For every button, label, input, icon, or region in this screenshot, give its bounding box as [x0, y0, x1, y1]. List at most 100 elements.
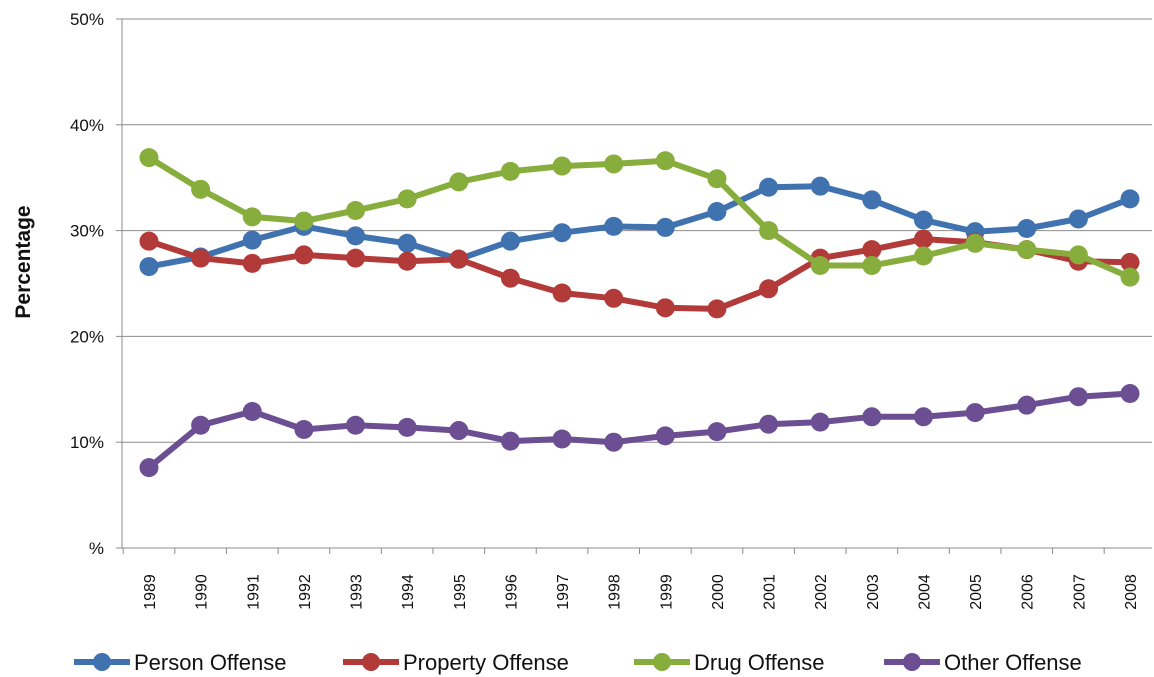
- data-point: [604, 216, 624, 236]
- data-point: [810, 176, 830, 196]
- data-point: [242, 230, 262, 250]
- data-point: [552, 283, 572, 303]
- x-tick-label: 2005: [968, 574, 985, 610]
- data-point: [1068, 209, 1088, 229]
- x-tick-label: 1998: [607, 574, 624, 610]
- series-person-offense: [139, 176, 1140, 277]
- data-point: [1068, 387, 1088, 407]
- legend-swatch-marker: [362, 653, 380, 671]
- series-layer: [139, 148, 1140, 478]
- y-tick-label: 20%: [70, 327, 104, 346]
- x-tick-label: 2003: [865, 574, 882, 610]
- data-point: [294, 245, 314, 265]
- data-point: [913, 229, 933, 249]
- data-point: [604, 154, 624, 174]
- legend: Person Offense Property Offense Drug Offen…: [74, 650, 1082, 675]
- data-point: [1120, 267, 1140, 287]
- data-point: [707, 202, 727, 222]
- data-point: [913, 407, 933, 427]
- data-point: [500, 161, 520, 181]
- x-tick-label: 2001: [762, 574, 779, 610]
- data-point: [346, 200, 366, 220]
- data-point: [965, 403, 985, 423]
- data-point: [242, 253, 262, 273]
- data-point: [191, 179, 211, 199]
- data-point: [191, 415, 211, 435]
- x-tick-label: 2007: [1071, 574, 1088, 610]
- data-point: [552, 223, 572, 243]
- data-point: [707, 422, 727, 442]
- data-point: [1120, 384, 1140, 404]
- data-point: [139, 231, 159, 251]
- data-point: [862, 240, 882, 260]
- x-tick-label: 2006: [1020, 574, 1037, 610]
- x-tick-label: 1990: [194, 574, 211, 610]
- data-point: [294, 211, 314, 231]
- data-point: [862, 190, 882, 210]
- legend-label: Property Offense: [403, 650, 569, 675]
- data-point: [759, 414, 779, 434]
- x-tick-label: 1989: [142, 574, 159, 610]
- data-point: [604, 432, 624, 452]
- data-point: [1017, 240, 1037, 260]
- data-point: [242, 207, 262, 227]
- legend-label: Person Offense: [134, 650, 286, 675]
- data-point: [913, 246, 933, 266]
- data-point: [346, 248, 366, 268]
- data-point: [449, 172, 469, 192]
- y-tick-label: 30%: [70, 222, 104, 241]
- data-point: [810, 412, 830, 432]
- legend-item: Property Offense: [343, 650, 569, 675]
- data-point: [862, 407, 882, 427]
- data-point: [500, 431, 520, 451]
- x-tick-label: 2000: [710, 574, 727, 610]
- series-other-offense: [139, 384, 1140, 478]
- data-point: [1068, 245, 1088, 265]
- axes: [116, 18, 1152, 554]
- data-point: [500, 231, 520, 251]
- x-tick-label: 1999: [658, 574, 675, 610]
- data-point: [1017, 395, 1037, 415]
- data-point: [655, 217, 675, 237]
- data-point: [346, 415, 366, 435]
- legend-item: Person Offense: [74, 650, 286, 675]
- x-tick-label: 2002: [813, 574, 830, 610]
- y-axis-label: Percentage: [12, 205, 35, 318]
- data-point: [707, 299, 727, 319]
- data-point: [242, 402, 262, 422]
- x-tick-label: 2004: [916, 574, 933, 610]
- data-point: [655, 151, 675, 171]
- x-tick-label: 1992: [297, 574, 314, 610]
- data-point: [139, 257, 159, 277]
- y-tick-labels: % 10% 20% 30% 40% 50%: [70, 10, 104, 558]
- y-tick-label: 10%: [70, 433, 104, 452]
- data-point: [346, 226, 366, 246]
- data-point: [552, 429, 572, 449]
- legend-label: Other Offense: [944, 650, 1082, 675]
- data-point: [759, 279, 779, 299]
- x-tick-label: 1997: [555, 574, 572, 610]
- data-point: [294, 420, 314, 440]
- y-tick-label: 50%: [70, 10, 104, 29]
- data-point: [397, 251, 417, 271]
- data-point: [397, 189, 417, 209]
- data-point: [552, 156, 572, 176]
- series-drug-offense: [139, 148, 1140, 287]
- data-point: [1120, 189, 1140, 209]
- x-tick-label: 1993: [349, 574, 366, 610]
- data-point: [500, 268, 520, 288]
- x-tick-labels: 1989 1990 1991 1992 1993 1994 1995 1996 1997 1998…: [142, 574, 1140, 610]
- data-point: [913, 210, 933, 230]
- x-tick-label: 1991: [245, 574, 262, 610]
- data-point: [449, 421, 469, 441]
- data-point: [965, 233, 985, 253]
- y-tick-label: %: [89, 539, 104, 558]
- data-point: [604, 288, 624, 308]
- data-point: [707, 169, 727, 189]
- data-point: [862, 256, 882, 276]
- legend-item: Other Offense: [884, 650, 1082, 675]
- legend-item: Drug Offense: [634, 650, 824, 675]
- data-point: [139, 148, 159, 168]
